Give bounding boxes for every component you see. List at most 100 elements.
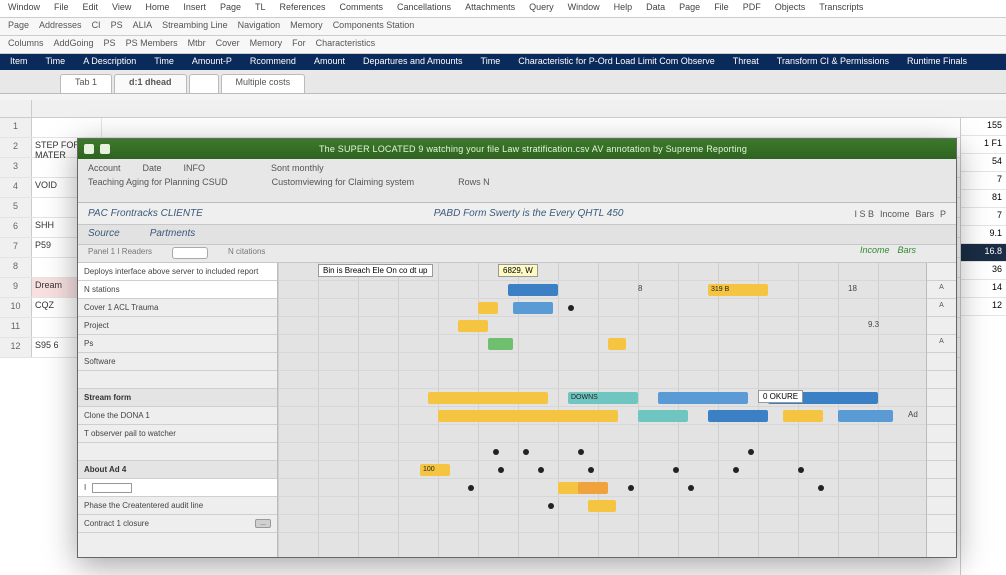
status-chip[interactable]: Income <box>880 209 910 219</box>
menu-item[interactable]: Query <box>529 2 554 15</box>
gantt-row[interactable]: 319 B818 <box>278 281 926 299</box>
navy-item[interactable]: Time <box>46 56 66 68</box>
task-row[interactable]: Contract 1 closure... <box>78 515 277 533</box>
gantt-bar[interactable] <box>428 392 548 404</box>
toolbar-item[interactable]: Cover <box>216 38 240 51</box>
task-row[interactable]: T observer pail to watcher <box>78 425 277 443</box>
gantt-bar[interactable] <box>708 410 768 422</box>
sheet-tab[interactable] <box>189 74 219 93</box>
pm-filter-pill[interactable] <box>172 247 208 259</box>
gantt-row[interactable] <box>278 371 926 389</box>
gantt-row[interactable] <box>278 299 926 317</box>
gantt-bar[interactable] <box>578 482 608 494</box>
window-control-icon[interactable] <box>100 144 110 154</box>
status-chip[interactable]: I S B <box>854 209 874 219</box>
status-chip[interactable]: Bars <box>915 209 934 219</box>
gantt-row[interactable] <box>278 425 926 443</box>
gantt-marker[interactable] <box>588 467 594 473</box>
task-row[interactable]: N stations <box>78 281 277 299</box>
gantt-bar[interactable] <box>458 320 488 332</box>
gantt-row[interactable] <box>278 335 926 353</box>
navy-item[interactable]: Time <box>481 56 501 68</box>
menu-item[interactable]: View <box>112 2 131 15</box>
toolbar-item[interactable]: Memory <box>250 38 283 51</box>
gantt-bar[interactable] <box>478 302 498 314</box>
navy-item[interactable]: Threat <box>733 56 759 68</box>
menu-item[interactable]: PDF <box>743 2 761 15</box>
gantt-marker[interactable] <box>818 485 824 491</box>
toolbar-item[interactable]: Mtbr <box>188 38 206 51</box>
task-row[interactable]: Software <box>78 353 277 371</box>
gantt-cell[interactable]: 6829, W <box>498 264 538 277</box>
toolbar-item[interactable]: PS <box>111 20 123 33</box>
gantt-marker[interactable] <box>523 449 529 455</box>
gantt-marker[interactable] <box>688 485 694 491</box>
toolbar-item[interactable]: CI <box>92 20 101 33</box>
menu-item[interactable]: Cancellations <box>397 2 451 15</box>
gantt-row[interactable]: 100 <box>278 461 926 479</box>
gantt-marker[interactable] <box>538 467 544 473</box>
gantt-marker[interactable] <box>628 485 634 491</box>
gantt-bar[interactable] <box>838 410 893 422</box>
toolbar-item[interactable]: Streambing Line <box>162 20 228 33</box>
toolbar-item[interactable]: Page <box>8 20 29 33</box>
gantt-cell[interactable]: 0 OKURE <box>758 390 803 403</box>
gantt-row[interactable]: 9.3 <box>278 317 926 335</box>
toolbar-item[interactable]: AddGoing <box>54 38 94 51</box>
gantt-marker[interactable] <box>568 305 574 311</box>
gantt-row[interactable] <box>278 497 926 515</box>
gantt-bar[interactable]: DOWNS <box>568 392 638 404</box>
gantt-bar[interactable] <box>438 410 618 422</box>
gantt-row[interactable]: Bin is Breach Ele On co dt up6829, W <box>278 263 926 281</box>
toolbar-item[interactable]: Memory <box>290 20 323 33</box>
gantt-bar[interactable] <box>638 410 688 422</box>
menu-item[interactable]: Insert <box>183 2 206 15</box>
gantt-bar[interactable] <box>658 392 748 404</box>
menu-item[interactable]: Page <box>679 2 700 15</box>
menu-item[interactable]: Comments <box>340 2 384 15</box>
pm-titlebar[interactable]: The SUPER LOCATED 9 watching your file L… <box>78 139 956 159</box>
gantt-marker[interactable] <box>498 467 504 473</box>
task-row[interactable]: Stream form <box>78 389 277 407</box>
task-row[interactable]: Ps <box>78 335 277 353</box>
gantt-marker[interactable] <box>578 449 584 455</box>
task-row[interactable]: About Ad 4 <box>78 461 277 479</box>
navy-item[interactable]: A Description <box>83 56 136 68</box>
gantt-row[interactable] <box>278 443 926 461</box>
gantt-marker[interactable] <box>468 485 474 491</box>
navy-item[interactable]: Time <box>154 56 174 68</box>
menu-item[interactable]: Data <box>646 2 665 15</box>
navy-item[interactable]: Departures and Amounts <box>363 56 463 68</box>
navy-item[interactable]: Amount-P <box>192 56 232 68</box>
menu-item[interactable]: References <box>279 2 325 15</box>
task-row[interactable]: Deploys interface above server to includ… <box>78 263 277 281</box>
pm-gantt[interactable]: Bin is Breach Ele On co dt up6829, W319 … <box>278 263 926 557</box>
menu-item[interactable]: Objects <box>775 2 806 15</box>
menu-item[interactable]: File <box>714 2 729 15</box>
gantt-bar[interactable] <box>783 410 823 422</box>
gantt-marker[interactable] <box>733 467 739 473</box>
gantt-bar[interactable] <box>488 338 513 350</box>
toolbar-item[interactable]: PS Members <box>126 38 178 51</box>
gantt-bar[interactable] <box>513 302 553 314</box>
menu-item[interactable]: Edit <box>83 2 99 15</box>
gantt-bar[interactable]: 100 <box>420 464 450 476</box>
task-row[interactable]: Clone the DONA 1 <box>78 407 277 425</box>
menu-item[interactable]: Window <box>8 2 40 15</box>
navy-item[interactable]: Runtime Finals <box>907 56 967 68</box>
gantt-row[interactable] <box>278 353 926 371</box>
toolbar-item[interactable]: Components Station <box>333 20 415 33</box>
gantt-bar[interactable] <box>608 338 626 350</box>
toolbar-item[interactable]: Columns <box>8 38 44 51</box>
task-row[interactable]: I <box>78 479 277 497</box>
menu-item[interactable]: Page <box>220 2 241 15</box>
task-row[interactable] <box>78 443 277 461</box>
menu-item[interactable]: Attachments <box>465 2 515 15</box>
menu-item[interactable]: Home <box>145 2 169 15</box>
menu-item[interactable]: TL <box>255 2 266 15</box>
gantt-marker[interactable] <box>673 467 679 473</box>
gantt-row[interactable] <box>278 479 926 497</box>
navy-item[interactable]: Item <box>10 56 28 68</box>
toolbar-item[interactable]: Characteristics <box>316 38 376 51</box>
link-bars[interactable]: Bars <box>897 245 916 255</box>
